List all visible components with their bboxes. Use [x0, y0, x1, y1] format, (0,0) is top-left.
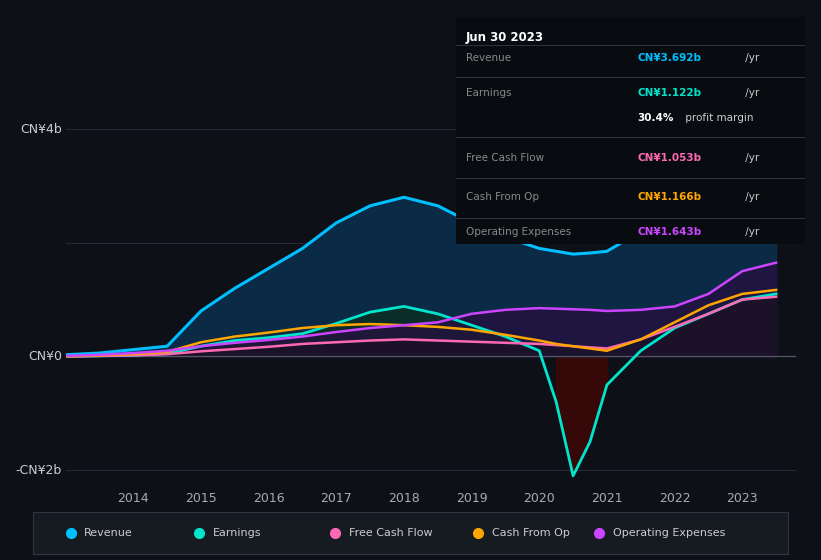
Text: 30.4%: 30.4% — [637, 113, 673, 123]
Text: Free Cash Flow: Free Cash Flow — [349, 529, 432, 538]
Text: Cash From Op: Cash From Op — [466, 192, 539, 202]
Text: Jun 30 2023: Jun 30 2023 — [466, 31, 544, 44]
Text: CN¥1.053b: CN¥1.053b — [637, 153, 701, 163]
Text: Cash From Op: Cash From Op — [492, 529, 570, 538]
Text: /yr: /yr — [742, 153, 759, 163]
Text: CN¥4b: CN¥4b — [21, 123, 62, 136]
Text: Operating Expenses: Operating Expenses — [466, 227, 571, 237]
Text: Free Cash Flow: Free Cash Flow — [466, 153, 544, 163]
Text: profit margin: profit margin — [682, 113, 754, 123]
Text: Earnings: Earnings — [213, 529, 261, 538]
Text: -CN¥2b: -CN¥2b — [16, 464, 62, 477]
Text: CN¥1.643b: CN¥1.643b — [637, 227, 701, 237]
Text: Operating Expenses: Operating Expenses — [613, 529, 725, 538]
Text: CN¥3.692b: CN¥3.692b — [637, 53, 701, 63]
Text: CN¥0: CN¥0 — [28, 350, 62, 363]
Text: CN¥1.166b: CN¥1.166b — [637, 192, 701, 202]
Text: Revenue: Revenue — [85, 529, 133, 538]
Text: /yr: /yr — [742, 53, 759, 63]
Text: /yr: /yr — [742, 227, 759, 237]
Text: Earnings: Earnings — [466, 88, 511, 99]
Text: /yr: /yr — [742, 192, 759, 202]
Text: Revenue: Revenue — [466, 53, 511, 63]
Text: /yr: /yr — [742, 88, 759, 99]
Text: CN¥1.122b: CN¥1.122b — [637, 88, 701, 99]
